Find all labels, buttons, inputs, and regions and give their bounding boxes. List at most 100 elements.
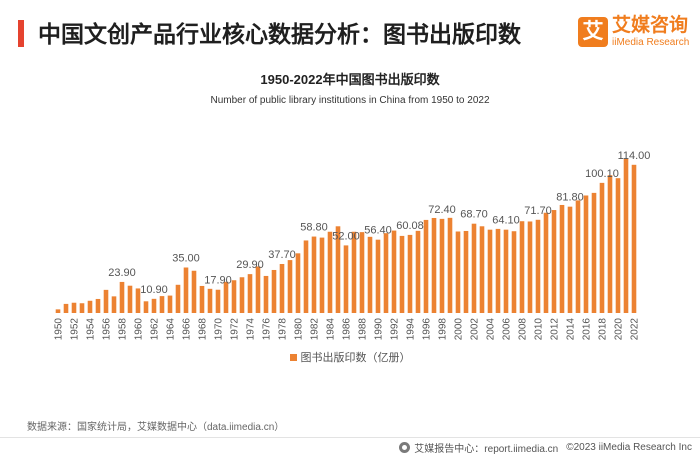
data-label-1994: 60.08 — [396, 220, 424, 232]
bar-1963 — [159, 296, 165, 313]
bar-1995 — [415, 230, 421, 313]
bar-1965 — [175, 284, 181, 313]
data-label-1958: 23.90 — [108, 267, 136, 279]
data-label-1986: 52.00 — [332, 230, 360, 242]
bar-1960 — [135, 288, 141, 313]
bar-2004 — [487, 229, 493, 313]
bar-1974 — [247, 274, 253, 313]
bar-1982 — [311, 236, 317, 313]
x-tick-label-2004: 2004 — [486, 318, 497, 341]
bar-1966 — [183, 267, 189, 313]
data-label-1962: 10.90 — [140, 284, 168, 296]
x-tick-label-1992: 1992 — [390, 318, 401, 341]
bar-2022 — [631, 164, 637, 313]
bar-1956 — [103, 289, 109, 313]
bar-1951 — [63, 303, 69, 313]
data-label-2014: 81.80 — [556, 192, 584, 204]
brand-logo-icon: 艾 — [578, 17, 608, 47]
x-tick-label-1964: 1964 — [166, 318, 177, 341]
data-labels-group: 23.90 10.90 35.00 17.90 29.90 37.70 58.80 52.00… — [108, 150, 650, 296]
footer-credits: 艾媒报告中心：report.iimedia.cn ©2023 iiMedia R… — [399, 441, 692, 455]
bar-1999 — [447, 217, 453, 313]
x-tick-label-2014: 2014 — [566, 318, 577, 341]
x-tick-label-2002: 2002 — [470, 318, 481, 341]
bar-2011 — [543, 212, 549, 313]
data-label-2002: 68.70 — [460, 209, 488, 221]
x-tick-label-1978: 1978 — [278, 318, 289, 341]
x-tick-label-1962: 1962 — [150, 318, 161, 341]
bars-group — [55, 158, 637, 313]
bar-2021 — [623, 158, 629, 313]
bar-1972 — [231, 280, 237, 313]
bar-1968 — [199, 285, 205, 313]
chart-title: 1950-2022年中国图书出版印数 — [260, 72, 440, 87]
bar-1991 — [383, 233, 389, 313]
bar-1998 — [439, 218, 445, 313]
x-tick-label-1980: 1980 — [294, 318, 305, 341]
bar-1957 — [111, 296, 117, 313]
bar-2006 — [503, 229, 509, 313]
bar-1954 — [87, 300, 93, 313]
x-tick-label-2022: 2022 — [630, 318, 641, 341]
x-tick-label-2008: 2008 — [518, 318, 529, 341]
bar-1973 — [239, 277, 245, 313]
x-tick-label-1958: 1958 — [118, 318, 129, 341]
data-source-note: 数据来源：国家统计局，艾媒数据中心（data.iimedia.cn） — [27, 422, 285, 433]
bar-2003 — [479, 226, 485, 313]
bar-1978 — [279, 263, 285, 313]
x-tick-label-2016: 2016 — [582, 318, 593, 341]
bar-1984 — [327, 231, 333, 313]
x-tick-label-2018: 2018 — [598, 318, 609, 341]
data-label-1970: 17.90 — [204, 275, 232, 287]
bar-2016 — [583, 195, 589, 313]
x-tick-label-1970: 1970 — [214, 318, 225, 341]
bar-2020 — [615, 178, 621, 313]
x-tick-label-1988: 1988 — [358, 318, 369, 341]
x-tick-label-1966: 1966 — [182, 318, 193, 341]
bar-1950 — [55, 309, 61, 313]
bar-2013 — [559, 204, 565, 313]
bar-1967 — [191, 270, 197, 313]
bar-2019 — [607, 175, 613, 313]
bar-1983 — [319, 237, 325, 313]
bar-1969 — [207, 288, 213, 313]
bar-1986 — [343, 245, 349, 313]
bar-2000 — [455, 231, 461, 313]
x-tick-label-1976: 1976 — [262, 318, 273, 341]
bar-2009 — [527, 221, 533, 313]
data-label-2006: 64.10 — [492, 215, 520, 227]
bar-1994 — [407, 234, 413, 313]
bar-1962 — [151, 298, 157, 313]
bar-1964 — [167, 295, 173, 313]
x-tick-label-1990: 1990 — [374, 318, 385, 341]
bar-1993 — [399, 235, 405, 313]
copyright-text: ©2023 iiMedia Research Inc — [566, 442, 692, 453]
bar-2015 — [575, 200, 581, 313]
x-tick-label-1984: 1984 — [326, 318, 337, 341]
bar-1958 — [119, 281, 125, 313]
bar-2014 — [567, 206, 573, 313]
bar-2001 — [463, 230, 469, 313]
bar-1980 — [295, 253, 301, 313]
data-label-2010: 71.70 — [524, 205, 552, 217]
bar-1971 — [223, 281, 229, 313]
bar-1977 — [271, 269, 277, 313]
chart-subtitle: Number of public library institutions in… — [210, 95, 490, 106]
data-label-1966: 35.00 — [172, 253, 200, 265]
data-label-2022: 114.00 — [618, 150, 651, 162]
brand-name-cn: 艾媒咨询 — [612, 15, 689, 36]
bar-1955 — [95, 298, 101, 313]
x-axis-tick-labels: 1950 1952 1954 1956 1958 1960 1962 1964 1966 1968… — [54, 318, 641, 341]
legend-label: 图书出版印数（亿册） — [300, 352, 411, 364]
x-tick-label-1954: 1954 — [86, 318, 97, 341]
bar-2012 — [551, 210, 557, 313]
bar-1970 — [215, 289, 221, 313]
data-label-1982: 58.80 — [300, 222, 328, 234]
bar-1996 — [423, 219, 429, 313]
bar-2002 — [471, 223, 477, 313]
x-tick-label-1960: 1960 — [134, 318, 145, 341]
data-label-2018: 100.10 — [585, 168, 619, 180]
x-tick-label-1986: 1986 — [342, 318, 353, 341]
x-tick-label-2010: 2010 — [534, 318, 545, 341]
